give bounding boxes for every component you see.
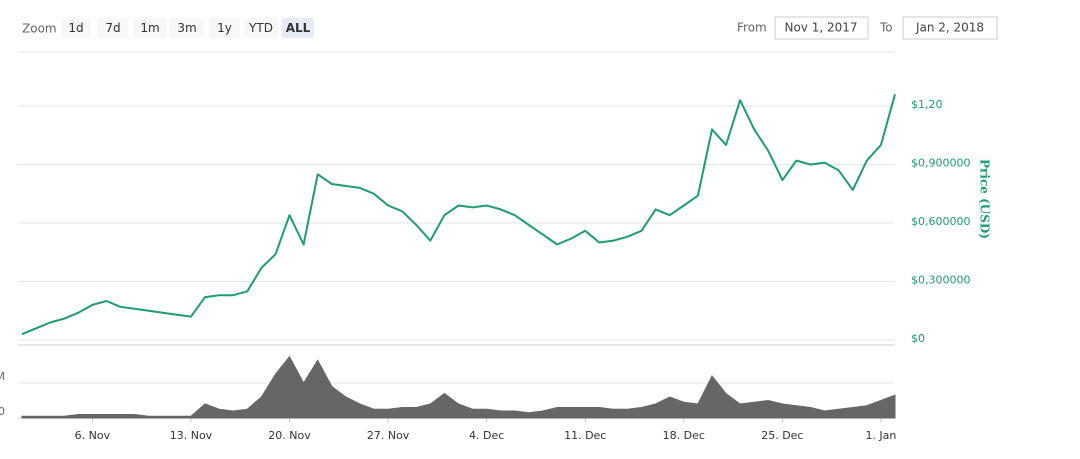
x-tick-label: 18. Dec xyxy=(663,429,705,442)
y-tick-label: $0 xyxy=(911,332,925,345)
zoom-button[interactable] xyxy=(282,18,314,38)
x-tick-label: 11. Dec xyxy=(564,429,606,442)
zoom-label: Zoom xyxy=(22,22,57,36)
x-tick-label: 27. Nov xyxy=(367,429,410,442)
y2-tick-label: 2M xyxy=(0,370,5,383)
zoom-button-label[interactable]: 1m xyxy=(140,21,159,35)
y2-tick-label: 0 xyxy=(0,405,5,418)
zoom-button-label[interactable]: 1d xyxy=(68,21,83,35)
to-label: To xyxy=(879,21,893,35)
zoom-button-label[interactable]: YTD xyxy=(248,21,273,35)
y-tick-label: $1,20 xyxy=(911,98,943,111)
zoom-button[interactable] xyxy=(170,18,204,38)
x-tick-label: 25. Dec xyxy=(761,429,803,442)
zoom-button[interactable] xyxy=(98,18,128,38)
x-tick-label: 4. Dec xyxy=(469,429,504,442)
y-tick-label: $0,600000 xyxy=(911,215,971,228)
from-input[interactable] xyxy=(774,16,869,40)
to-value[interactable]: Jan 2, 2018 xyxy=(915,21,984,35)
to-input[interactable] xyxy=(902,16,998,40)
volume-area xyxy=(21,355,896,419)
x-tick-label: 13. Nov xyxy=(170,429,213,442)
x-tick-label: 6. Nov xyxy=(75,429,111,442)
y-axis-title: Price (USD) xyxy=(978,159,992,239)
x-tick-label: 20. Nov xyxy=(268,429,311,442)
from-label: From xyxy=(737,21,767,35)
zoom-button-label[interactable]: 7d xyxy=(105,21,120,35)
y-tick-label: $0,300000 xyxy=(911,274,971,287)
zoom-button[interactable] xyxy=(244,18,278,38)
zoom-button[interactable] xyxy=(62,18,90,38)
zoom-button-label[interactable]: ALL xyxy=(286,21,311,35)
price-line xyxy=(21,94,896,336)
zoom-button[interactable] xyxy=(134,18,166,38)
zoom-button-label[interactable]: 3m xyxy=(177,21,196,35)
zoom-button[interactable] xyxy=(209,18,240,38)
y-tick-label: $0,900000 xyxy=(911,157,971,170)
zoom-button-label[interactable]: 1y xyxy=(217,21,232,35)
x-tick-label: 1. Jan xyxy=(865,429,896,442)
from-value[interactable]: Nov 1, 2017 xyxy=(784,21,857,35)
